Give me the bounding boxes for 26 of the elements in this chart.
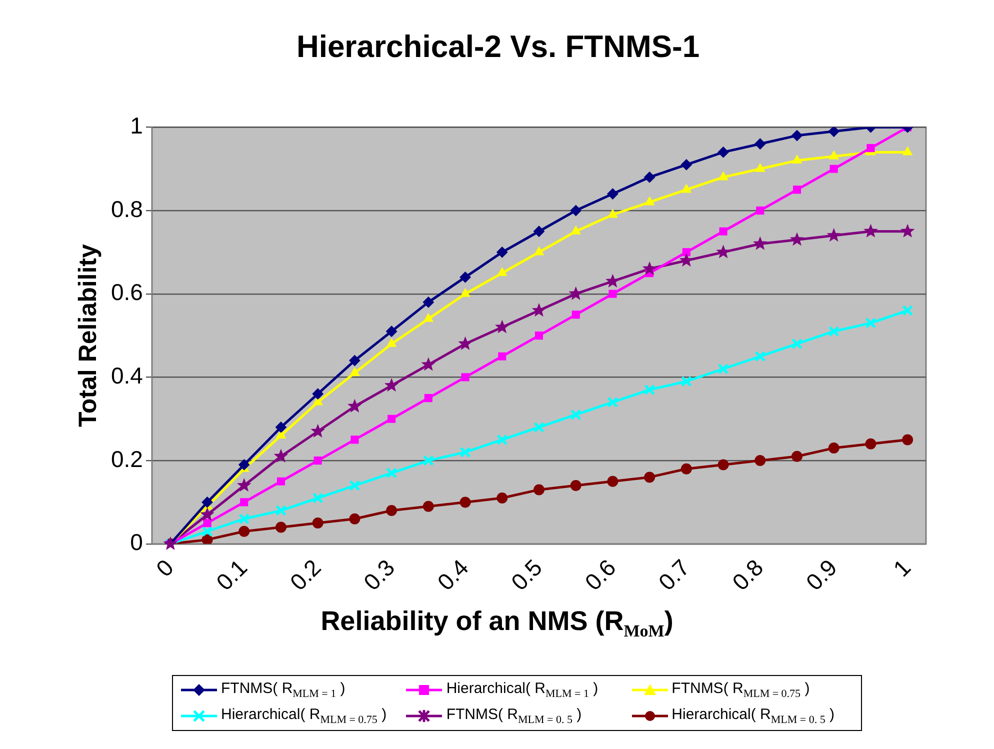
x-tick-label: 0 [150, 554, 178, 582]
legend-label: FTNMS( R$_{MLM = 0. 5}$ ) [446, 706, 582, 726]
legend-label: Hierarchical( R$_{MLM = 0. 5}$ ) [672, 706, 834, 726]
y-axis-title: Total Reliability [74, 244, 102, 427]
x-tick-label: 0.8 [727, 554, 768, 596]
x-tick-label: 0.7 [653, 554, 694, 596]
legend-label: FTNMS( R$_{MLM = 0.75}$ ) [672, 680, 810, 700]
y-tick-label: 1 [130, 112, 143, 139]
legend-label: Hierarchical( R$_{MLM = 0.75}$ ) [221, 706, 387, 726]
x-tick-label: 0.9 [800, 554, 842, 596]
chart-title: Hierarchical-2 Vs. FTNMS-1 [296, 29, 700, 64]
legend-label: FTNMS( R$_{MLM = 1}$ ) [221, 680, 346, 700]
x-tick-label: 0.4 [432, 554, 474, 596]
x-tick-label: 1 [888, 554, 916, 582]
x-tick-label: 0.2 [284, 554, 326, 596]
y-tick-label: 0.2 [110, 446, 143, 472]
x-tick-label: 0.3 [358, 554, 400, 596]
x-axis-title: Reliability of an NMS (R$_{MoM}$) [320, 606, 674, 642]
y-tick-label: 0.4 [110, 362, 144, 389]
x-tick-label: 0.5 [506, 554, 548, 596]
x-tick-label: 0.1 [211, 554, 252, 596]
y-tick-label: 0 [130, 529, 143, 556]
y-tick-label: 0.8 [110, 196, 143, 222]
x-tick-label: 0.6 [580, 554, 621, 596]
legend-label: Hierarchical( R$_{MLM = 1}$ ) [446, 680, 598, 700]
y-tick-label: 0.6 [110, 279, 143, 306]
